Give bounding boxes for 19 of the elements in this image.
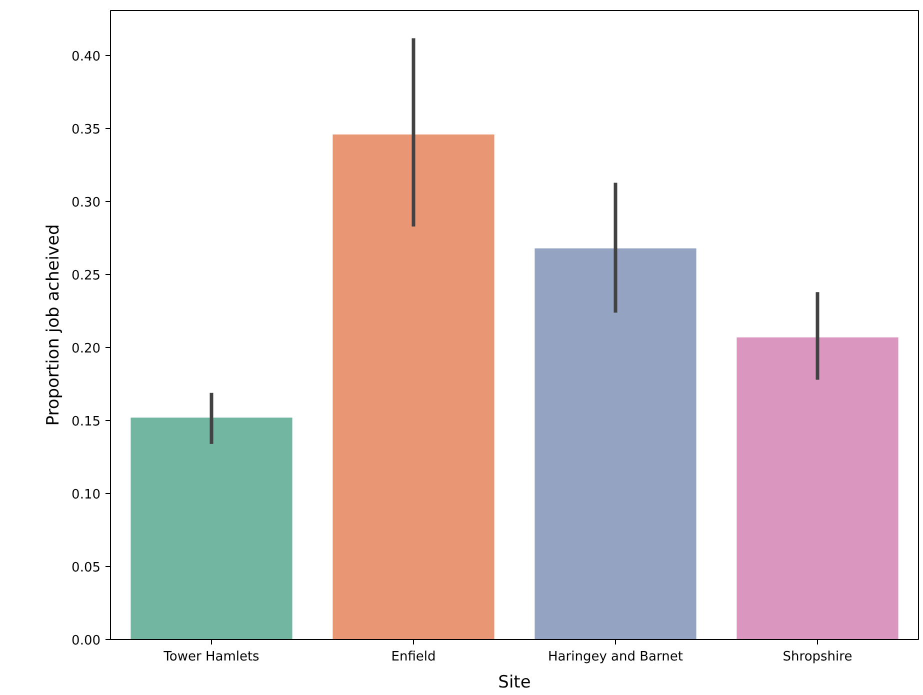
x-axis-title: Site — [498, 672, 531, 692]
y-tick-label: 0.25 — [72, 268, 101, 284]
x-tick-label: Haringey and Barnet — [548, 650, 683, 664]
bar — [736, 337, 898, 640]
y-axis-title: Proportion job acheived — [44, 224, 64, 426]
x-tick-label: Tower Hamlets — [162, 650, 260, 664]
x-tick-label: Shropshire — [782, 650, 852, 664]
x-tick-label: Enfield — [391, 650, 436, 664]
y-tick-label: 0.15 — [72, 414, 101, 430]
y-tick-label: 0.10 — [72, 488, 101, 503]
y-tick-label: 0.05 — [72, 560, 101, 576]
y-tick-label: 0.40 — [72, 50, 101, 65]
y-tick-label: 0.20 — [72, 342, 101, 357]
y-tick-label: 0.35 — [72, 122, 101, 138]
bar — [534, 248, 696, 640]
bar — [332, 134, 494, 640]
bar — [130, 418, 292, 640]
y-tick-label: 0.00 — [72, 634, 101, 648]
y-tick-label: 0.30 — [72, 196, 101, 211]
